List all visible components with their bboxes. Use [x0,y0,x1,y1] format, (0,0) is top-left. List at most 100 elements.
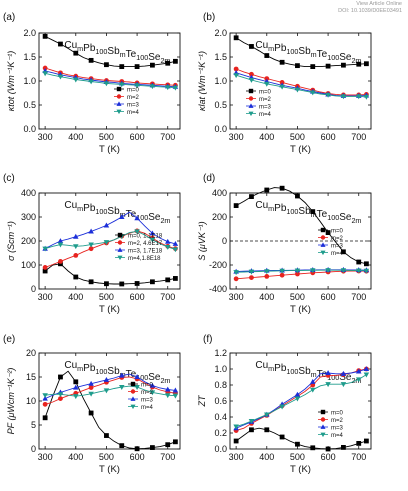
y-axis-label: PF (μWcm⁻¹K⁻²) [6,368,16,435]
data-point [172,247,179,253]
data-point [294,396,301,402]
y-tick-label: 1.2 [214,348,227,358]
data-point [233,73,239,79]
data-point [119,443,125,449]
legend-entry: m=2, 4.6E17 [128,241,163,247]
series-line-0 [44,263,176,285]
legend-entry: m=2 [331,418,344,424]
data-point [172,393,179,399]
data-point [310,90,316,96]
data-point [134,229,140,235]
y-tick-label: 0.2 [214,428,227,438]
data-point [164,386,171,392]
data-point [57,238,64,244]
x-tick-label: 500 [99,292,114,302]
data-point [249,275,254,280]
data-point [172,387,179,393]
legend-marker [116,86,122,92]
x-tick-label: 400 [68,452,83,462]
legend-entry: m=2 [127,95,140,101]
legend-entry: m=3 [127,102,140,108]
legend-entry: m=4 [141,405,154,411]
legend-entry: m=3 [141,397,154,403]
x-tick-label: 400 [259,292,274,302]
y-tick-label: -200 [209,260,227,270]
data-point [325,268,331,274]
legend-marker [116,109,122,115]
y-tick-label: 100 [21,260,36,270]
data-point [355,268,362,274]
data-point [248,78,255,83]
data-point [233,438,239,444]
panel-letter: (b) [203,12,215,23]
data-point [310,209,316,214]
data-point [233,66,239,72]
data-point [264,53,270,58]
data-point [325,63,331,69]
y-tick-label: 0 [31,444,36,454]
data-point [325,446,331,452]
x-tick-label: 300 [229,452,244,462]
data-point [150,62,155,68]
legend-entry: m=2 [331,236,344,242]
data-point [341,62,346,68]
data-point [119,82,125,88]
x-tick-label: 700 [351,452,366,462]
legend-entry: m=0 [259,89,272,95]
y-tick-label: 200 [212,212,227,222]
x-tick-label: 700 [160,292,175,302]
legend-marker [117,232,123,238]
formula-label: CumPb100SbmTe100Se2m [255,40,361,65]
x-tick-label: 400 [68,132,83,142]
data-point [88,410,94,416]
y-axis-label: S (μVK⁻¹) [197,221,207,260]
data-point [264,269,270,275]
y-tick-label: 1.0 [214,76,227,86]
y-tick-label: 0 [222,236,227,246]
data-point [294,87,301,93]
data-point [58,396,63,401]
data-point [279,59,285,65]
series-line-1 [44,67,176,86]
data-point [340,382,347,388]
data-point [42,71,48,77]
data-point [57,392,64,398]
series-line-2 [235,72,367,97]
legend-marker [320,235,326,240]
formula-label: CumPb100SbmTe100Se2m [64,360,170,385]
data-point [149,230,156,236]
x-axis-label: T (K) [290,304,311,315]
formula-label: CumPb100SbmTe100Se2m [64,40,170,65]
x-axis-label: T (K) [290,464,311,475]
y-axis-label: σ (Scm⁻¹) [6,221,16,261]
data-point [279,272,285,278]
data-point [149,237,156,243]
data-point [356,259,362,265]
x-axis-label: T (K) [99,304,120,315]
data-point [279,268,285,274]
view-article-link[interactable]: View Article Online [356,1,402,7]
y-axis-label: κlat (Wm⁻¹K⁻¹) [197,51,207,111]
data-point [42,401,48,407]
panel-letter: (d) [203,173,215,184]
legend-marker [320,432,326,438]
data-point [104,62,109,68]
x-axis-label: T (K) [290,144,311,155]
legend-marker [248,88,254,94]
data-point [73,274,79,280]
y-tick-label: 0.0 [214,444,227,454]
x-tick-label: 700 [160,452,175,462]
data-point [279,404,285,410]
data-point [233,270,239,276]
x-tick-label: 300 [229,132,244,142]
data-point [233,424,239,430]
data-point [264,187,270,193]
data-point [73,394,79,400]
legend-marker [320,227,326,233]
data-point [173,439,178,445]
y-tick-label: 10 [26,396,36,406]
y-tick-label: 2.0 [23,28,36,38]
legend-marker [320,250,326,256]
y-tick-label: 300 [21,212,36,222]
series-line-1 [236,270,367,280]
